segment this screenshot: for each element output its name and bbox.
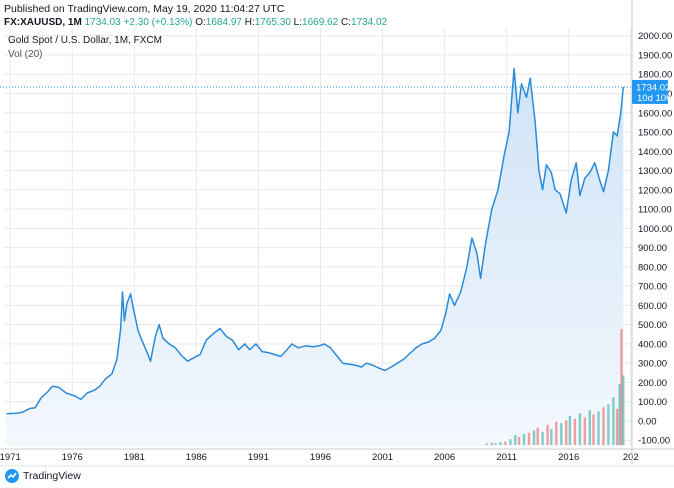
price-line <box>6 67 625 415</box>
volume-bar <box>536 427 539 445</box>
volume-bar <box>494 443 497 445</box>
volume-bar <box>517 436 521 445</box>
x-tick-label: 2006 <box>434 452 455 463</box>
y-tick-label: 300.00 <box>638 359 667 370</box>
volume-bar <box>615 408 619 446</box>
volume-bar <box>514 434 517 445</box>
x-tick-label: 202 <box>623 452 639 463</box>
volume-bar <box>622 375 625 445</box>
y-tick-label: 900.00 <box>638 243 667 254</box>
y-tick-label: -100.00 <box>638 436 670 447</box>
volume-bar <box>485 443 488 445</box>
volume-bar <box>568 416 572 445</box>
volume-bar <box>592 414 595 445</box>
volume-bar <box>612 397 615 445</box>
price-area <box>6 68 624 446</box>
tradingview-brand[interactable]: TradingView <box>5 469 81 483</box>
volume-bar <box>509 439 512 445</box>
x-tick-label: 1971 <box>0 452 21 463</box>
volume-bar <box>532 430 536 445</box>
volume-bar <box>573 418 577 445</box>
y-tick-label: 1300.00 <box>638 166 672 177</box>
low-value: 1669.62 <box>302 17 339 28</box>
volume-bar <box>620 329 623 445</box>
close-value: 1734.02 <box>350 17 388 28</box>
x-tick-label: 1981 <box>124 452 145 463</box>
volume-bar <box>555 421 558 445</box>
open-value: 1684.97 <box>205 17 242 28</box>
y-tick-label: 400.00 <box>638 339 667 350</box>
price-change: +2.30 (+0.13%) <box>123 17 193 28</box>
y-tick-label: 100.00 <box>638 397 667 408</box>
volume-bar <box>550 429 553 445</box>
open-label: O: <box>195 17 206 28</box>
y-tick-label: 700.00 <box>638 282 667 293</box>
x-tick-label: 1986 <box>186 452 207 463</box>
volume-bar <box>618 384 621 445</box>
volume-bar <box>490 442 493 445</box>
high-value: 1765.30 <box>254 17 291 28</box>
volume-bar <box>602 407 605 445</box>
y-tick-label: 1200.00 <box>638 185 672 196</box>
volume-bar <box>565 420 568 445</box>
x-tick-label: 2016 <box>558 452 579 463</box>
price-series-line <box>6 67 625 415</box>
bar-countdown: 10d 10h <box>637 93 671 104</box>
symbol-label: FX:XAUUSD, 1M <box>4 17 82 28</box>
volume-bar <box>588 410 591 445</box>
x-tick-label: 1976 <box>62 452 83 463</box>
price-area-fill <box>6 68 624 446</box>
tradingview-logo-icon <box>5 469 19 483</box>
volume-bar <box>527 432 531 445</box>
volume-bar <box>578 413 582 445</box>
x-tick-label: 2001 <box>372 452 393 463</box>
y-tick-label: 800.00 <box>638 262 667 273</box>
volume-bar <box>560 423 563 446</box>
y-tick-label: 200.00 <box>638 378 667 389</box>
volume-bar <box>607 404 610 445</box>
y-tick-label: 1800.00 <box>638 70 672 81</box>
y-tick-label: 1100.00 <box>638 205 672 216</box>
y-tick-label: 1400.00 <box>638 147 672 158</box>
published-note: Published on TradingView.com, May 19, 20… <box>4 3 285 15</box>
volume-bar <box>583 417 586 445</box>
y-tick-label: 1000.00 <box>638 224 672 235</box>
x-tick-label: 1996 <box>310 452 331 463</box>
volume-bars <box>485 329 625 446</box>
y-tick-label: 0.00 <box>638 416 657 427</box>
volume-bar <box>504 441 507 445</box>
y-tick-label: 1600.00 <box>638 108 672 119</box>
volume-bar <box>499 442 502 445</box>
y-tick-label: 500.00 <box>638 320 667 331</box>
quote-line: FX:XAUUSD, 1M 1734.03 +2.30 (+0.13%) O:1… <box>4 17 387 28</box>
x-tick-label: 2011 <box>496 452 516 463</box>
volume-bar <box>541 431 544 445</box>
volume-bar <box>546 424 549 445</box>
last-price-tag-value: 1734.02 <box>636 82 670 93</box>
low-label: L: <box>293 17 303 28</box>
last-price: 1734.03 <box>84 17 121 28</box>
y-tick-label: 1500.00 <box>638 128 672 139</box>
volume-legend[interactable]: Vol (20) <box>8 49 43 60</box>
series-legend[interactable]: Gold Spot / U.S. Dollar, 1M, FXCM <box>8 35 162 46</box>
last-price-tag-box <box>632 79 668 104</box>
x-tick-label: 1991 <box>248 452 269 463</box>
volume-bar <box>597 411 600 445</box>
high-label: H: <box>244 17 255 28</box>
y-tick-label: 1900.00 <box>638 50 672 61</box>
brand-label: TradingView <box>23 470 81 482</box>
volume-bar <box>522 434 526 445</box>
y-tick-label: 600.00 <box>638 301 667 312</box>
close-label: C: <box>340 17 351 28</box>
y-tick-label: 2000.00 <box>638 31 672 42</box>
